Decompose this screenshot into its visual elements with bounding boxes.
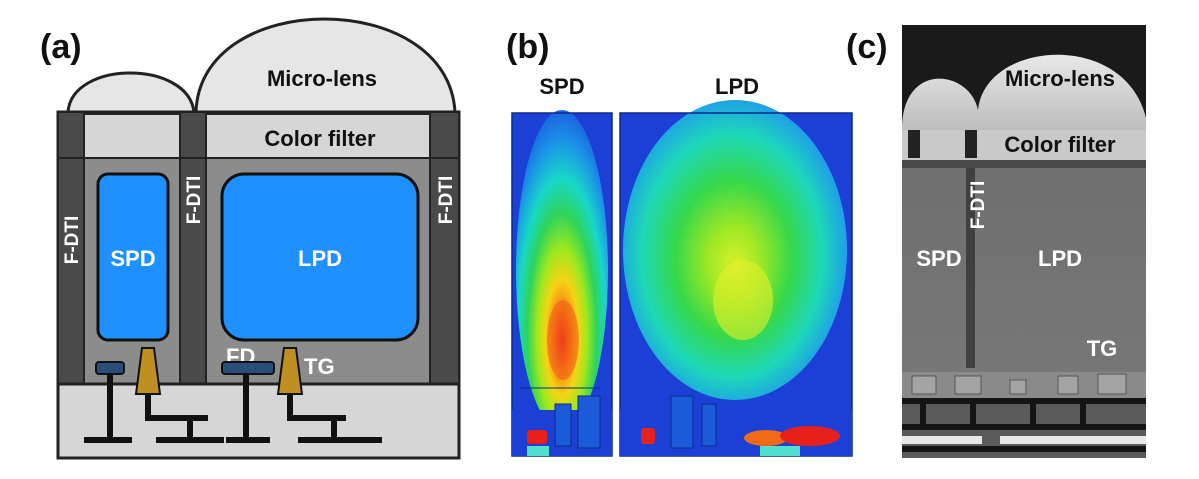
tem-fdti-label: F-DTI: [968, 181, 989, 230]
fd-contact-large: [221, 361, 275, 375]
tem-metal-grid-left: [908, 130, 920, 158]
tem-color-filter-label: Color filter: [1004, 132, 1116, 157]
tg-gate-small: [134, 347, 162, 395]
lpd-label: LPD: [298, 246, 342, 271]
tem-spd-label: SPD: [916, 246, 961, 271]
fdti-middle: [179, 111, 207, 385]
sim-spd-heatmap: [511, 110, 613, 457]
panel-a-label: (a): [40, 28, 82, 66]
tem-color-filter: [902, 130, 1146, 162]
lpd-photodiode: [220, 172, 420, 342]
sim-spd-title: SPD: [539, 74, 584, 99]
micro-lens-label: Micro-lens: [267, 66, 377, 91]
tg-gate-large: [276, 347, 304, 395]
tem-fdti-column: [966, 168, 975, 368]
tem-metal-lines: [902, 398, 1146, 452]
color-filter-label: Color filter: [264, 126, 376, 151]
tem-gates: [911, 373, 1127, 395]
micro-lens-large: [194, 17, 457, 114]
spd-label: SPD: [110, 246, 155, 271]
spd-photodiode: [96, 172, 170, 342]
tem-metal-grid-mid: [965, 130, 977, 158]
fd-contact-small: [95, 361, 125, 375]
tem-lpd-label: LPD: [1038, 246, 1082, 271]
fdti-right: [429, 111, 460, 385]
micro-lens-small: [66, 71, 196, 114]
tg-label: TG: [304, 354, 335, 379]
tem-tg-label: TG: [1087, 336, 1118, 361]
beol-region: [56, 382, 461, 460]
sim-lpd-title: LPD: [715, 74, 759, 99]
metal-wiring: [84, 374, 382, 443]
sim-lpd-heatmap: [619, 100, 853, 457]
fdti-right-label: F-DTI: [436, 176, 457, 225]
fdti-middle-label: F-DTI: [184, 176, 205, 225]
color-filter-small: [83, 113, 181, 159]
panel-b-label: (b): [506, 28, 549, 66]
fdti-left-label: F-DTI: [62, 216, 83, 265]
panel-b: (b) SPD LPD: [506, 28, 853, 457]
panel-a: (a) Micro-lens Color filter F-DTI F-DTI …: [40, 17, 461, 460]
tem-micro-lens-label: Micro-lens: [1005, 66, 1115, 91]
panel-c: (c) Micro-lens Color filter F-DTI SPD LP…: [846, 25, 1146, 458]
tem-filter-boundary: [902, 160, 1146, 168]
tem-micro-lens: [902, 54, 1146, 130]
panel-c-label: (c): [846, 28, 888, 66]
